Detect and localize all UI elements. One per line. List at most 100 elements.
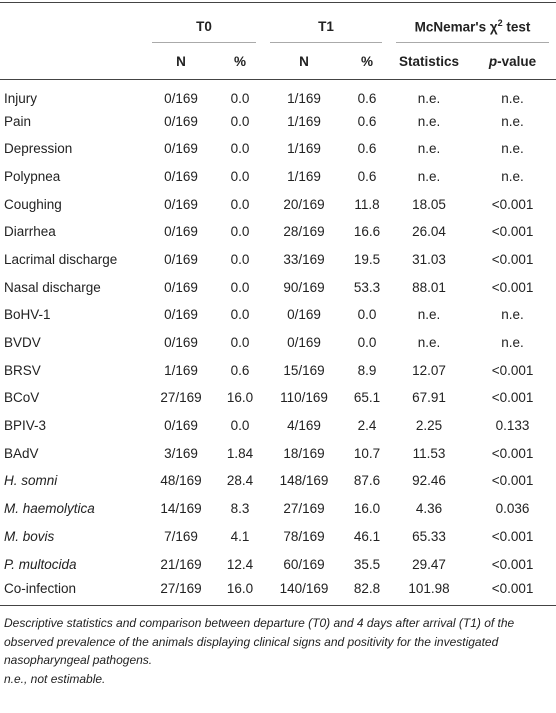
table-row: BAdV 3/169 1.84 18/169 10.7 11.53 <0.001 — [0, 439, 556, 467]
table-cell: 33/169 — [283, 251, 325, 267]
table-row: BPIV-3 0/169 0.0 4/169 2.4 2.25 0.133 — [0, 412, 556, 440]
table-row: Pain 0/169 0.0 1/169 0.6 n.e. n.e. — [0, 107, 556, 135]
table-cell: 46.1 — [353, 528, 381, 544]
table-cell: 0/169 — [164, 113, 198, 129]
table-cell: 0.0 — [230, 335, 250, 351]
table-cell: 65.33 — [412, 528, 446, 544]
group-text: test — [502, 19, 531, 34]
table-cell: 78/169 — [283, 528, 325, 544]
table-cell: 0/169 — [164, 91, 198, 107]
table-cell: 0/169 — [164, 418, 198, 434]
table-cell: 0.6 — [357, 91, 377, 107]
table-cell: 101.98 — [408, 580, 450, 596]
table-cell: 0/169 — [164, 335, 198, 351]
table-cell: 1/169 — [287, 113, 321, 129]
table-cell: 0/169 — [164, 224, 198, 240]
table-cell: 53.3 — [353, 279, 381, 295]
table-cell: n.e. — [417, 307, 441, 323]
table-cell: 0.6 — [357, 113, 377, 129]
column-header: p-value — [469, 43, 556, 80]
table-cell: 28.4 — [226, 473, 254, 489]
table-cell: 60/169 — [283, 556, 325, 572]
table-cell: 15/169 — [283, 362, 325, 378]
table-cell: 0.0 — [230, 113, 250, 129]
row-label: BCoV — [4, 390, 40, 406]
table-row: M. haemolytica 14/169 8.3 27/169 16.0 4.36 0.0… — [0, 495, 556, 523]
table-cell: 29.47 — [412, 556, 446, 572]
group-text: McNemar's χ — [414, 19, 498, 34]
table-cell: 18.05 — [412, 196, 446, 212]
table-cell: 82.8 — [353, 580, 381, 596]
row-label: BoHV-1 — [4, 307, 51, 323]
table-cell: 0.0 — [230, 141, 250, 157]
table-cell: 0.0 — [357, 307, 377, 323]
table-row: Diarrhea 0/169 0.0 28/169 16.6 26.04 <0.001 — [0, 218, 556, 246]
table-cell: 16.6 — [353, 224, 381, 240]
table-cell: n.e. — [501, 113, 524, 129]
row-label: M. bovis — [4, 528, 55, 544]
table-cell: <0.001 — [491, 224, 534, 240]
table-cell: 10.7 — [353, 445, 381, 461]
row-label: Pain — [4, 113, 32, 129]
table-cell: 7/169 — [164, 528, 198, 544]
table-cell: 0/169 — [164, 168, 198, 184]
table-row: BoHV-1 0/169 0.0 0/169 0.0 n.e. n.e. — [0, 301, 556, 329]
table-cell: 3/169 — [164, 445, 198, 461]
table-cell: 65.1 — [353, 390, 381, 406]
table-cell: 1/169 — [287, 141, 321, 157]
table-cell: 27/169 — [283, 501, 325, 517]
table-cell: 0.0 — [230, 224, 250, 240]
table-cell: n.e. — [501, 91, 524, 107]
table-cell: 16.0 — [226, 390, 254, 406]
table-cell: n.e. — [417, 168, 441, 184]
table-row: Depression 0/169 0.0 1/169 0.6 n.e. n.e. — [0, 135, 556, 163]
header-text: -value — [497, 53, 537, 69]
table-cell: 0.6 — [357, 141, 377, 157]
table-cell: 90/169 — [283, 279, 325, 295]
column-header: N — [263, 43, 346, 80]
table-cell: 11.8 — [354, 196, 380, 212]
footnote: n.e., not estimable. — [4, 671, 106, 686]
table-cell: 48/169 — [160, 473, 202, 489]
table-cell: n.e. — [501, 335, 524, 351]
table-cell: n.e. — [501, 141, 524, 157]
table-cell: 12.07 — [412, 362, 446, 378]
table-cell: <0.001 — [491, 196, 534, 212]
table-cell: <0.001 — [491, 556, 534, 572]
table-cell: <0.001 — [491, 390, 534, 406]
table-row: M. bovis 7/169 4.1 78/169 46.1 65.33 <0.001 — [0, 523, 556, 551]
row-label: M. haemolytica — [4, 501, 95, 517]
column-header: Statistics — [389, 43, 470, 80]
table-cell: 19.5 — [353, 251, 381, 267]
column-header: N — [145, 43, 217, 80]
row-label: Injury — [4, 91, 38, 107]
table-row: Injury 0/169 0.0 1/169 0.6 n.e. n.e. — [0, 80, 556, 108]
table-cell: <0.001 — [491, 528, 534, 544]
row-label: BAdV — [4, 445, 39, 461]
table-cell: 0/169 — [164, 307, 198, 323]
table-row: H. somni 48/169 28.4 148/169 87.6 92.46 <0.001 — [0, 467, 556, 495]
row-label: BRSV — [4, 362, 41, 378]
row-label: P. multocida — [4, 556, 77, 572]
data-table: T0 T1 McNemar's χ2 test N% N% Statistics p-… — [0, 2, 556, 607]
table-cell: 0.0 — [357, 335, 377, 351]
table-cell: 0.0 — [230, 307, 250, 323]
table-cell: n.e. — [417, 91, 441, 107]
table-cell: 0/169 — [164, 279, 198, 295]
table-row: Coughing 0/169 0.0 20/169 11.8 18.05 <0.001 — [0, 190, 556, 218]
table-cell: 0/169 — [164, 141, 198, 157]
table-cell: 0.0 — [230, 418, 250, 434]
table-cell: 21/169 — [160, 556, 202, 572]
table-cell: 28/169 — [283, 224, 325, 240]
table-cell: 0.0 — [230, 279, 250, 295]
table-cell: 2.25 — [415, 418, 443, 434]
group-header: McNemar's χ2 test — [396, 18, 550, 43]
table-cell: 0/169 — [164, 196, 198, 212]
table-cell: 0/169 — [164, 251, 198, 267]
row-label: Coughing — [4, 196, 62, 212]
table-cell: <0.001 — [491, 473, 534, 489]
table-cell: 35.5 — [353, 556, 381, 572]
row-label: BVDV — [4, 335, 41, 351]
table-cell: <0.001 — [491, 251, 534, 267]
